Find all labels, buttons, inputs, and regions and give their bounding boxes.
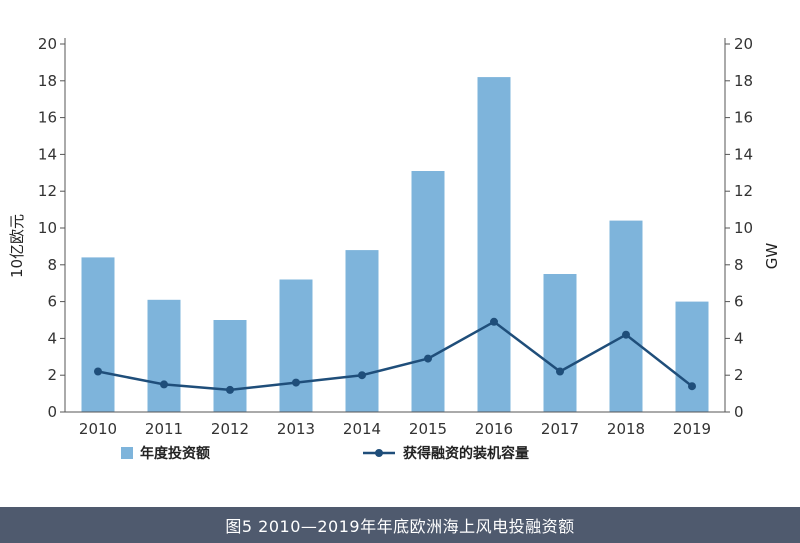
capacity-line (97, 320, 693, 392)
y2-tick-label: 14 (734, 145, 753, 163)
y2-tick-label: 16 (734, 109, 753, 127)
y2-tick-label: 8 (734, 256, 744, 274)
line-point-2011 (160, 380, 168, 389)
legend-line-marker (375, 449, 383, 457)
y-tick-label: 8 (47, 256, 57, 274)
y2-tick-label: 18 (734, 72, 753, 90)
x-tick-label: 2019 (673, 420, 711, 438)
y-axis-title: 10亿欧元 (8, 214, 26, 278)
bar-2011 (147, 299, 181, 412)
line-point-2014 (358, 371, 366, 380)
x-tick-label: 2012 (211, 420, 249, 438)
x-tick-label: 2011 (145, 420, 183, 438)
y2-tick-label: 0 (734, 403, 744, 421)
x-tick-label: 2014 (343, 420, 381, 438)
y2-axis-title: GW (763, 243, 781, 270)
legend: 年度投资额 获得融资的装机容量 (121, 445, 529, 462)
y-tick-label: 16 (38, 109, 57, 127)
bar-2016 (477, 77, 511, 412)
tick-labels: 0 2 4 6 8 10 12 14 16 18 20 0 2 4 6 8 10 12 14 16 18 20 2010 20… (38, 35, 753, 438)
line-point-2010 (94, 367, 102, 376)
y2-tick-label: 6 (734, 293, 744, 311)
bar-2017 (543, 274, 577, 412)
y2-tick-label: 2 (734, 366, 744, 384)
legend-line-label: 获得融资的装机容量 (403, 445, 529, 462)
bar-2018 (609, 220, 643, 412)
x-tick-label: 2018 (607, 420, 645, 438)
x-tick-label: 2015 (409, 420, 447, 438)
y2-tick-label: 4 (734, 329, 744, 347)
line-point-2018 (622, 330, 630, 339)
y-tick-label: 4 (47, 329, 57, 347)
legend-bar-label: 年度投资额 (140, 445, 210, 462)
line-point-2015 (424, 354, 432, 363)
x-tick-label: 2010 (79, 420, 117, 438)
y-tick-label: 18 (38, 72, 57, 90)
y-tick-label: 20 (38, 35, 57, 53)
x-tick-label: 2013 (277, 420, 315, 438)
bar-2012 (213, 320, 247, 412)
line-point-2019 (688, 382, 696, 391)
bar-series (81, 77, 709, 412)
line-point-2012 (226, 385, 234, 394)
line-point-2016 (490, 317, 498, 326)
y2-tick-label: 12 (734, 182, 753, 200)
bar-2010 (81, 257, 115, 412)
y-tick-label: 14 (38, 145, 57, 163)
y-tick-label: 6 (47, 293, 57, 311)
y-tick-label: 0 (47, 403, 57, 421)
figure-caption: 图5 2010—2019年年底欧洲海上风电投融资额 (0, 507, 800, 543)
axes (60, 38, 730, 413)
y-tick-label: 12 (38, 182, 57, 200)
combo-chart: 0 2 4 6 8 10 12 14 16 18 20 0 2 4 6 8 10 12 14 16 18 20 2010 20… (8, 35, 781, 462)
y-tick-label: 10 (38, 219, 57, 237)
line-series (94, 317, 696, 394)
line-point-2017 (556, 367, 564, 376)
y-tick-label: 2 (47, 366, 57, 384)
line-point-2013 (292, 378, 300, 387)
x-tick-label: 2017 (541, 420, 579, 438)
x-tick-label: 2016 (475, 420, 513, 438)
y2-tick-label: 20 (734, 35, 753, 53)
legend-bar-swatch (121, 447, 133, 459)
y2-tick-label: 10 (734, 219, 753, 237)
bar-2015 (411, 171, 445, 412)
bar-2014 (345, 250, 379, 412)
bar-2019 (675, 301, 709, 412)
bar-2013 (279, 279, 313, 412)
